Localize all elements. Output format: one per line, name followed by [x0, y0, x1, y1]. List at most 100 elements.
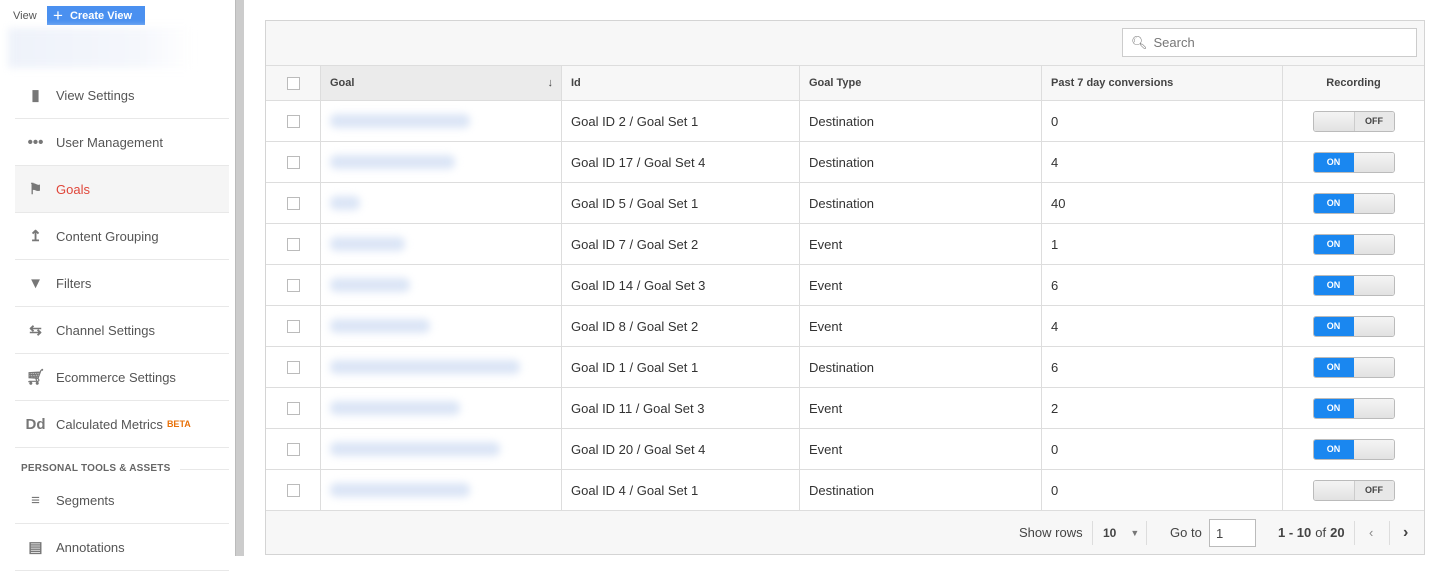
goal-type: Destination — [800, 101, 1042, 141]
create-view-button[interactable]: + Create View — [47, 6, 145, 25]
row-checkbox[interactable] — [286, 442, 300, 456]
chevron-down-icon: ▼ — [1130, 527, 1140, 538]
next-page-button[interactable]: › — [1403, 523, 1409, 541]
row-checkbox[interactable] — [286, 114, 300, 128]
channel-settings-icon: ⇆ — [29, 322, 42, 339]
divider — [1092, 521, 1093, 545]
dd-icon: Dd — [25, 415, 46, 433]
divider — [1354, 521, 1355, 545]
table-row: Goal ID 5 / Goal Set 1 Destination 40 ON — [266, 183, 1424, 224]
goal-id: Goal ID 2 / Goal Set 1 — [562, 101, 800, 141]
conversions: 0 — [1042, 429, 1283, 469]
sidebar-item-ecommerce-settings[interactable]: 🛒︎ Ecommerce Settings — [15, 354, 229, 401]
search-input[interactable]: 🔍︎ Search — [1122, 28, 1417, 57]
prev-page-button[interactable]: ‹ — [1369, 525, 1374, 540]
recording-toggle[interactable]: OFF — [1312, 110, 1395, 132]
beta-badge: BETA — [166, 419, 191, 429]
sidebar-item-goals[interactable]: ⚑ Goals — [15, 166, 229, 213]
row-checkbox[interactable] — [286, 319, 300, 333]
select-all-checkbox[interactable] — [286, 76, 300, 90]
goal-name-link[interactable] — [321, 224, 562, 264]
rows-per-page-select[interactable]: 10 ▼ — [1103, 525, 1140, 540]
header-id[interactable]: Id — [562, 66, 800, 100]
table-row: Goal ID 17 / Goal Set 4 Destination 4 ON — [266, 142, 1424, 183]
table-row: Goal ID 11 / Goal Set 3 Event 2 ON — [266, 388, 1424, 429]
sidebar-item-calculated-metrics[interactable]: Dd Calculated Metrics BETA — [15, 401, 229, 448]
row-checkbox[interactable] — [286, 401, 300, 415]
recording-toggle[interactable]: ON — [1312, 315, 1395, 337]
sidebar-item-filters[interactable]: ▼ Filters — [15, 260, 229, 307]
header-recording[interactable]: Recording — [1326, 77, 1381, 89]
sidebar-item-user-management[interactable]: ••• User Management — [15, 119, 229, 166]
annotations-icon: ▤ — [28, 539, 43, 556]
divider — [1389, 521, 1390, 545]
goal-name-link[interactable] — [321, 388, 562, 428]
goal-id: Goal ID 20 / Goal Set 4 — [562, 429, 800, 469]
table-toolbar: 🔍︎ Search — [266, 21, 1424, 66]
goal-name-link[interactable] — [321, 183, 562, 223]
view-selector[interactable] — [8, 28, 193, 68]
recording-toggle[interactable]: ON — [1312, 274, 1395, 296]
goal-type: Destination — [800, 142, 1042, 182]
recording-toggle[interactable]: ON — [1312, 192, 1395, 214]
header-goal-type[interactable]: Goal Type — [800, 66, 1042, 100]
view-label: View — [13, 10, 37, 22]
plus-icon: + — [53, 6, 63, 25]
conversions: 4 — [1042, 142, 1283, 182]
section-heading: PERSONAL TOOLS & ASSETS — [21, 463, 171, 474]
document-icon: ▮ — [31, 87, 40, 104]
conversions: 6 — [1042, 265, 1283, 305]
go-to-label: Go to — [1170, 525, 1202, 540]
table-row: Goal ID 1 / Goal Set 1 Destination 6 ON — [266, 347, 1424, 388]
recording-toggle[interactable]: ON — [1312, 356, 1395, 378]
filter-icon: ▼ — [28, 274, 43, 292]
conversions: 1 — [1042, 224, 1283, 264]
conversions: 6 — [1042, 347, 1283, 387]
sidebar-item-content-grouping[interactable]: ↥ Content Grouping — [15, 213, 229, 260]
row-checkbox[interactable] — [286, 483, 300, 497]
goal-name-link[interactable] — [321, 265, 562, 305]
sidebar-item-segments[interactable]: ≡ Segments — [15, 477, 229, 524]
sidebar-item-view-settings[interactable]: ▮ View Settings — [15, 72, 229, 119]
recording-toggle[interactable]: ON — [1312, 438, 1395, 460]
recording-toggle[interactable]: ON — [1312, 233, 1395, 255]
table-row: Goal ID 7 / Goal Set 2 Event 1 ON — [266, 224, 1424, 265]
recording-toggle[interactable]: ON — [1312, 151, 1395, 173]
row-checkbox[interactable] — [286, 278, 300, 292]
goal-id: Goal ID 1 / Goal Set 1 — [562, 347, 800, 387]
search-icon: 🔍︎ — [1131, 34, 1148, 50]
table-row: Goal ID 4 / Goal Set 1 Destination 0 OFF — [266, 470, 1424, 511]
conversions: 40 — [1042, 183, 1283, 223]
row-checkbox[interactable] — [286, 237, 300, 251]
goal-type: Destination — [800, 470, 1042, 510]
divider — [180, 469, 229, 470]
sidebar-item-annotations[interactable]: ▤ Annotations — [15, 524, 229, 571]
row-checkbox[interactable] — [286, 155, 300, 169]
goal-type: Event — [800, 224, 1042, 264]
page-input[interactable]: 1 — [1209, 519, 1256, 547]
pagination: Show rows 10 ▼ Go to 1 1 - 10 of 20 ‹ › — [266, 510, 1424, 554]
goal-id: Goal ID 11 / Goal Set 3 — [562, 388, 800, 428]
goal-name-link[interactable] — [321, 347, 562, 387]
table-row: Goal ID 2 / Goal Set 1 Destination 0 OFF — [266, 101, 1424, 142]
goal-name-link[interactable] — [321, 429, 562, 469]
goal-type: Event — [800, 429, 1042, 469]
scrollbar[interactable] — [235, 0, 244, 556]
header-goal[interactable]: Goal ↓ — [321, 66, 562, 100]
goal-id: Goal ID 4 / Goal Set 1 — [562, 470, 800, 510]
goal-id: Goal ID 14 / Goal Set 3 — [562, 265, 800, 305]
goal-name-link[interactable] — [321, 470, 562, 510]
recording-toggle[interactable]: OFF — [1312, 479, 1395, 501]
goal-name-link[interactable] — [321, 142, 562, 182]
goal-name-link[interactable] — [321, 101, 562, 141]
row-checkbox[interactable] — [286, 196, 300, 210]
recording-toggle[interactable]: ON — [1312, 397, 1395, 419]
divider — [1146, 521, 1147, 545]
sidebar: View + Create View ▮ View Settings ••• User … — [0, 0, 235, 571]
goal-name-link[interactable] — [321, 306, 562, 346]
goal-id: Goal ID 5 / Goal Set 1 — [562, 183, 800, 223]
header-conversions[interactable]: Past 7 day conversions — [1042, 66, 1283, 100]
sort-down-icon: ↓ — [547, 77, 554, 89]
row-checkbox[interactable] — [286, 360, 300, 374]
sidebar-item-channel-settings[interactable]: ⇆ Channel Settings — [15, 307, 229, 354]
